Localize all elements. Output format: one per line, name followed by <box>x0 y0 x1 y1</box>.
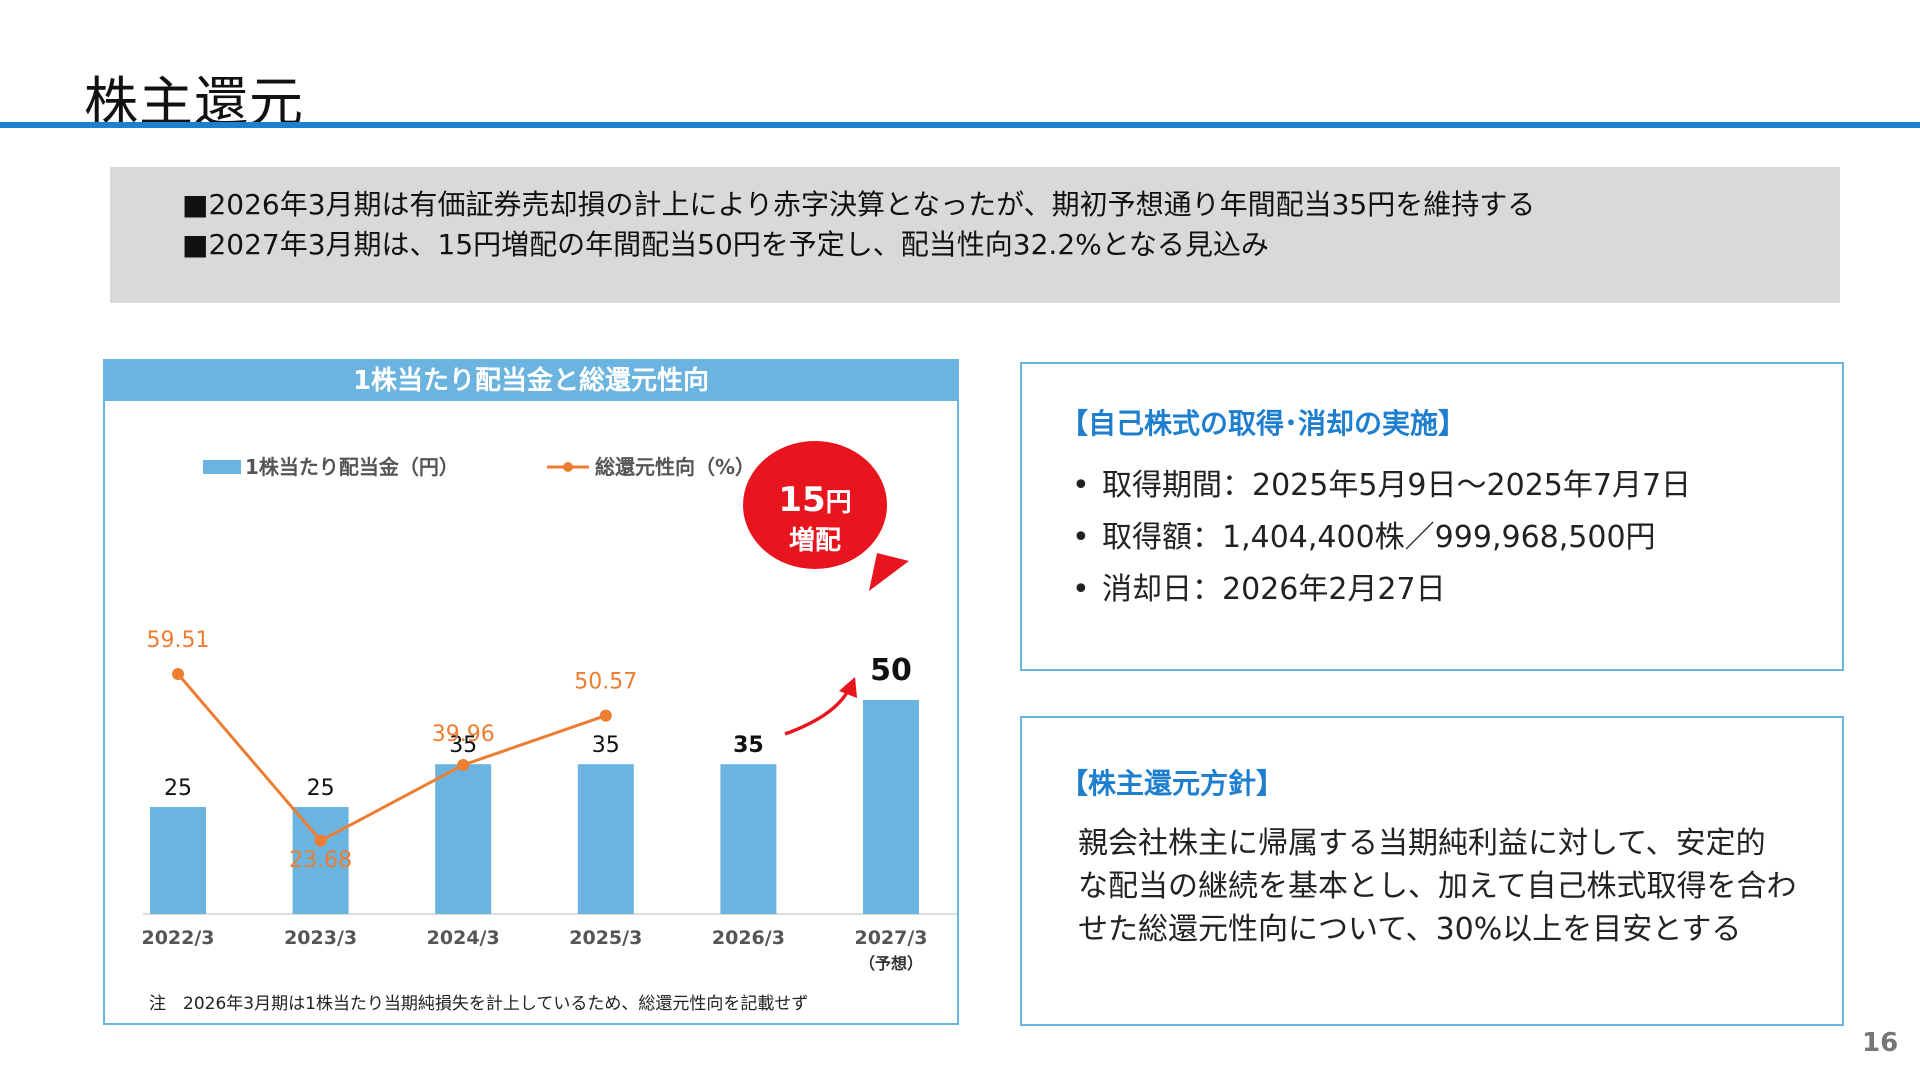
bullet-icon: • <box>1072 520 1090 555</box>
chart-note: 注 2026年3月期は1株当たり当期純損失を計上しているため、総還元性向を記載せ… <box>149 994 809 1014</box>
buyback-amount: 取得額：1,404,400株／999,968,500円 <box>1102 520 1656 555</box>
legend-line-marker <box>563 462 573 472</box>
payout-ratio-label: 23.68 <box>289 848 352 873</box>
page-number: 16 <box>1862 1028 1899 1058</box>
dividend-bar <box>720 764 777 914</box>
callout-pointer <box>869 553 909 591</box>
payout-ratio-label: 59.51 <box>147 628 210 653</box>
summary-line-1: ■2026年3月期は有価証券売却損の計上により赤字決算となったが、期初予想通り年… <box>182 188 1536 221</box>
legend-bar-swatch <box>203 460 241 474</box>
callout-number: 15 <box>778 480 825 520</box>
buyback-heading: 【自己株式の取得･消却の実施】 <box>1060 407 1467 440</box>
buyback-item: • 取得額：1,404,400株／999,968,500円 <box>1072 512 1656 556</box>
legend-payout-label: 総還元性向（%） <box>595 455 755 479</box>
dividend-value-label: 50 <box>870 653 912 688</box>
dividend-value-label: 35 <box>449 733 477 758</box>
bullet-icon: • <box>1072 468 1090 503</box>
dividend-value-label: 35 <box>592 733 620 758</box>
x-tick-label: 2024/3 <box>427 927 500 949</box>
payout-ratio-point <box>314 834 327 847</box>
policy-line-3: せた総還元性向について、30%以上を目安とする <box>1078 912 1742 947</box>
dividend-chart-panel: 25 2022/3 25 2023/3 35 2024/3 35 2025/3 35 2026/3… <box>103 359 959 1025</box>
callout-increase-label: 増配 <box>789 526 841 556</box>
dividend-bar <box>292 807 349 914</box>
payout-ratio-point <box>457 758 470 771</box>
x-tick-label: 2022/3 <box>141 927 214 949</box>
x-tick-label: 2025/3 <box>569 927 642 949</box>
payout-ratio-label: 39.96 <box>432 722 495 747</box>
dividend-bar <box>435 764 492 914</box>
policy-line-2: な配当の継続を基本とし、加えて自己株式取得を合わ <box>1078 869 1797 904</box>
legend-dividend-label: 1株当たり配当金（円） <box>245 455 459 479</box>
callout-unit: 円 <box>826 488 852 518</box>
x-tick-label: 2026/3 <box>712 927 785 949</box>
dividend-bar <box>577 764 634 914</box>
summary-line-2: ■2027年3月期は、15円増配の年間配当50円を予定し、配当性向32.2%とな… <box>182 228 1269 261</box>
increase-arrow-head <box>839 677 857 698</box>
dividend-chart: 25 2022/3 25 2023/3 35 2024/3 35 2025/3 35 2026/3… <box>141 441 957 973</box>
payout-ratio-point <box>172 667 184 680</box>
buyback-item: • 消却日：2026年2月27日 <box>1072 564 1446 608</box>
dividend-value-label: 25 <box>307 776 335 801</box>
policy-heading: 【株主還元方針】 <box>1060 767 1285 800</box>
chart-title: 1株当たり配当金と総還元性向 <box>105 361 957 401</box>
callout-bubble <box>743 441 887 569</box>
dividend-bar <box>863 700 919 914</box>
callout-amount-label: 15円 <box>778 480 851 520</box>
dividend-value-label: 35 <box>733 733 764 758</box>
shareholder-return-policy-box: 【株主還元方針】 親会社株主に帰属する当期純利益に対して、安定的 な配当の継続を… <box>1020 716 1844 1026</box>
payout-ratio-point <box>599 709 612 722</box>
retirement-date: 消却日：2026年2月27日 <box>1102 572 1446 607</box>
x-tick-sublabel: （予想） <box>859 954 923 973</box>
bullet-icon: • <box>1072 572 1090 607</box>
title-rule <box>0 122 1920 128</box>
payout-ratio-label: 50.57 <box>574 670 637 695</box>
x-tick-label: 2023/3 <box>284 927 357 949</box>
policy-line-1: 親会社株主に帰属する当期純利益に対して、安定的 <box>1078 826 1766 861</box>
dividend-value-label: 25 <box>164 776 192 801</box>
x-tick-label: 2027/3 <box>854 927 927 949</box>
increase-arrow <box>784 688 851 736</box>
dividend-bar <box>150 807 206 914</box>
buyback-item: • 取得期間：2025年5月9日～2025年7月7日 <box>1072 460 1691 504</box>
summary-box: ■2026年3月期は有価証券売却損の計上により赤字決算となったが、期初予想通り年… <box>110 167 1840 303</box>
payout-ratio-line <box>176 673 607 843</box>
buyback-period: 取得期間：2025年5月9日～2025年7月7日 <box>1102 468 1692 503</box>
share-buyback-box: 【自己株式の取得･消却の実施】 • 取得期間：2025年5月9日～2025年7月7… <box>1020 362 1844 671</box>
